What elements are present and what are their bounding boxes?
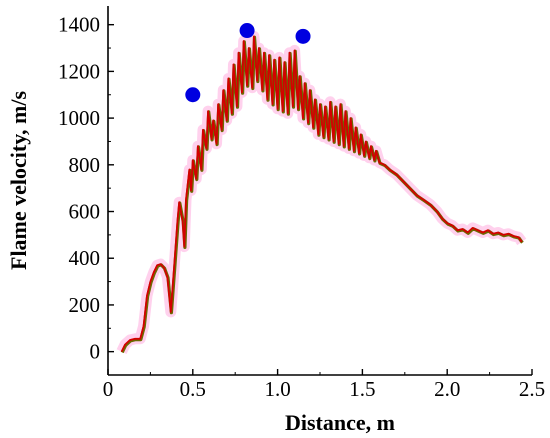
series-glow [116, 30, 527, 355]
x-tick-label: 1.0 [264, 377, 290, 401]
x-tick-label: 0 [103, 377, 114, 401]
y-tick-label: 200 [69, 293, 101, 317]
y-tick-label: 400 [69, 246, 101, 270]
y-axis-title: Flame velocity, m/s [6, 91, 31, 270]
x-tick-label: 1.5 [349, 377, 375, 401]
axes: 0 0.5 1.0 1.5 2.0 2.5 0 200 400 600 800 1000 1200 140… [58, 6, 545, 401]
peak-marker [239, 23, 255, 39]
peak-marker [185, 87, 201, 103]
y-tick-label: 600 [69, 200, 101, 224]
y-tick-label: 800 [69, 153, 101, 177]
glow-layer [116, 30, 527, 355]
peak-marker [295, 28, 311, 44]
x-tick-label: 2.5 [519, 377, 545, 401]
x-tick-label: 0.5 [180, 377, 206, 401]
x-axis-title: Distance, m [285, 410, 395, 435]
series-line [120, 35, 523, 352]
y-tick-label: 0 [90, 340, 101, 364]
x-tick-label: 2.0 [434, 377, 460, 401]
y-tick-label: 1400 [58, 13, 100, 37]
y-tick-label: 1200 [58, 59, 100, 83]
y-tick-label: 1000 [58, 106, 100, 130]
plot-area [120, 23, 524, 354]
